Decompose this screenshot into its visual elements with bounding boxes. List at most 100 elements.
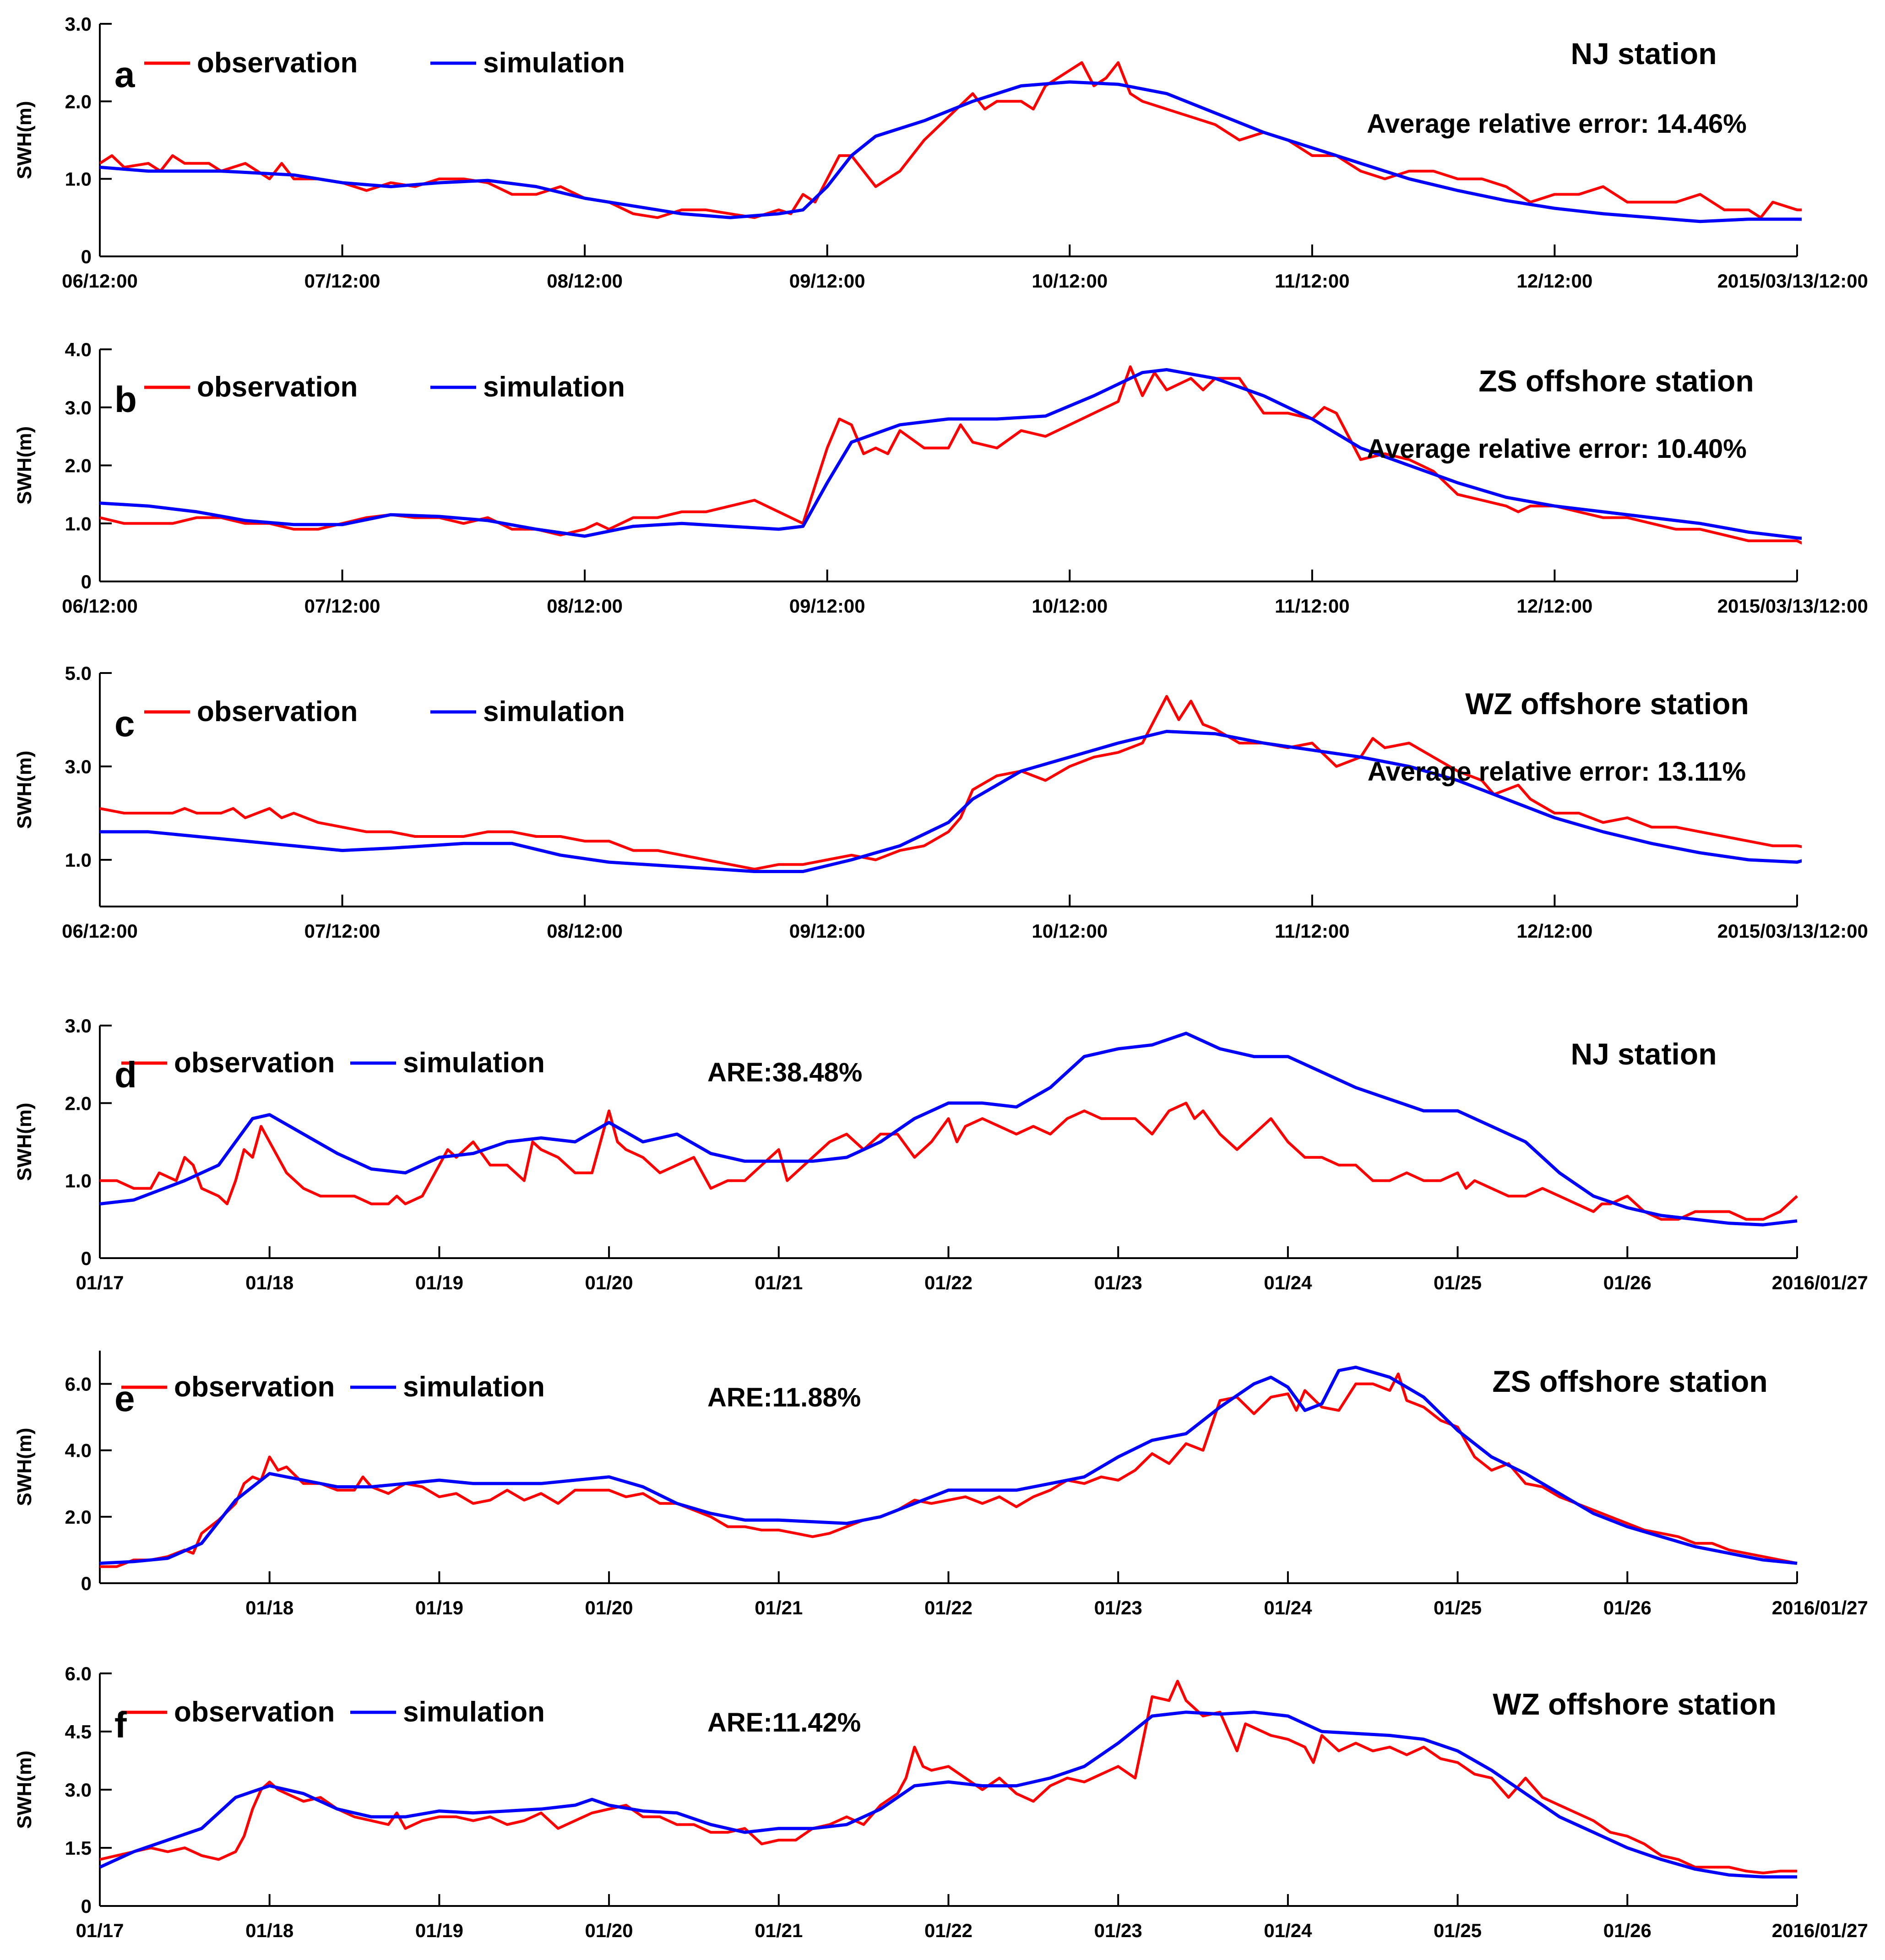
x-tick-label: 09/12:00 [789,920,865,942]
x-tick-label: 01/23 [1094,1597,1142,1618]
panel-d: 0 1.0 2.0 3.0 01/17 01/18 01/19 01/20 01/21 01/22… [13,1015,1868,1293]
x-tick-label: 01/18 [245,1272,293,1293]
y-tick-label: 2.0 [65,455,92,477]
series-observation-line [100,365,1802,545]
panel-f: 0 1.5 3.0 4.5 6.0 01/17 01/18 01/19 01/20 01/21 01… [13,1663,1868,1941]
x-tick-label: 11/12:00 [1275,595,1350,617]
y-tick-label: 3.0 [65,13,92,35]
x-tick-label: 01/25 [1434,1920,1482,1941]
y-axis-label: SWH(m) [13,1750,36,1829]
legend-label-observation: observation [197,47,358,79]
y-tick-label: 2.0 [65,91,92,112]
x-tick-label: 01/24 [1264,1272,1312,1293]
legend-label-simulation: simulation [483,696,625,728]
x-tick-label: 11/12:00 [1275,920,1350,942]
y-tick-label: 6.0 [65,1374,92,1395]
panel-letter: a [114,54,135,95]
panel-letter: e [114,1378,135,1419]
series-simulation-line [100,730,1802,873]
station-title: WZ offshore station [1493,1687,1776,1721]
x-tick-label: 12/12:00 [1517,595,1593,617]
series-simulation-line [100,1032,1798,1227]
x-tick-label: 01/25 [1434,1597,1482,1618]
x-tick-label: 2016/01/27 [1772,1597,1868,1618]
x-tick-label: 01/26 [1603,1272,1651,1293]
error-annotation: ARE:11.42% [707,1708,861,1737]
y-tick-label: 0 [81,1573,92,1594]
x-tick-label: 01/21 [755,1920,803,1941]
x-tick-label: 01/19 [415,1597,463,1618]
x-tick-label: 01/18 [245,1597,293,1618]
y-tick-label: 0 [81,571,92,592]
x-tick-label: 2015/03/13/12:00 [1717,270,1868,292]
legend-label-observation: observation [174,1696,335,1728]
series-simulation-line [100,1365,1798,1565]
x-tick-label: 01/17 [76,1272,124,1293]
x-tick-label: 01/20 [585,1920,633,1941]
y-tick-label: 3.0 [65,397,92,418]
y-tick-label: 4.5 [65,1721,92,1743]
x-tick-label: 01/25 [1434,1272,1482,1293]
x-tick-label: 01/20 [585,1597,633,1618]
x-tick-label: 01/24 [1264,1920,1312,1941]
y-tick-label: 1.0 [65,1170,92,1192]
x-tick-label: 10/12:00 [1032,920,1108,942]
legend-label-observation: observation [174,1047,335,1079]
x-tick-label: 06/12:00 [62,595,138,617]
station-title: NJ station [1570,1037,1717,1071]
x-tick-label: 01/18 [245,1920,293,1941]
x-tick-label: 11/12:00 [1275,270,1350,292]
x-tick-label: 01/20 [585,1272,633,1293]
y-tick-label: 3.0 [65,1015,92,1037]
y-tick-label: 0 [81,1248,92,1269]
station-title: NJ station [1570,37,1717,71]
x-tick-label: 07/12:00 [304,270,380,292]
x-tick-label: 06/12:00 [62,270,138,292]
y-axis-label: SWH(m) [13,1428,36,1506]
y-tick-label: 4.0 [65,1440,92,1461]
x-tick-label: 10/12:00 [1032,595,1108,617]
y-tick-label: 1.5 [65,1837,92,1859]
panel-letter: c [114,703,135,744]
x-tick-label: 08/12:00 [547,270,623,292]
x-tick-label: 12/12:00 [1517,270,1593,292]
y-tick-label: 1.0 [65,849,92,871]
panel-b: 0 1.0 2.0 3.0 4.0 06/12:00 07/12:00 08/12:00 09/… [13,339,1868,617]
panel-letter: f [114,1705,127,1745]
x-tick-label: 01/22 [924,1597,972,1618]
station-title: ZS offshore station [1492,1364,1767,1398]
panel-e: 0 2.0 4.0 6.0 01/18 01/19 01/20 01/21 01/22 01/23… [13,1351,1868,1618]
x-tick-label: 01/24 [1264,1597,1312,1618]
x-tick-label: 01/26 [1603,1920,1651,1941]
y-tick-label: 0 [81,246,92,267]
x-tick-label: 2016/01/27 [1772,1272,1868,1293]
legend-label-simulation: simulation [483,371,625,403]
legend-label-simulation: simulation [403,1371,545,1403]
x-tick-label: 01/23 [1094,1272,1142,1293]
x-tick-label: 07/12:00 [304,920,380,942]
y-axis-label: SWH(m) [13,750,36,829]
error-annotation: ARE:11.88% [707,1383,861,1412]
series-observation-line [100,1679,1797,1874]
x-tick-label: 10/12:00 [1032,270,1108,292]
panel-letter: b [114,379,137,420]
x-tick-label: 01/22 [924,1272,972,1293]
series-simulation-line [100,368,1802,540]
x-tick-label: 01/19 [415,1920,463,1941]
error-annotation: Average relative error: 14.46% [1367,109,1747,139]
error-annotation: ARE:38.48% [707,1058,862,1087]
x-tick-label: 01/21 [755,1597,803,1618]
panel-c: 1.0 3.0 5.0 06/12:00 07/12:00 08/12:00 09/12:0… [13,662,1868,942]
series-observation-line [100,1102,1798,1221]
x-tick-label: 09/12:00 [789,270,865,292]
x-tick-label: 07/12:00 [304,595,380,617]
legend-label-simulation: simulation [403,1696,545,1728]
legend-label-observation: observation [197,371,358,403]
y-tick-label: 1.0 [65,168,92,190]
x-tick-label: 2016/01/27 [1772,1920,1868,1941]
y-tick-label: 0 [81,1895,92,1917]
y-tick-label: 6.0 [65,1663,92,1684]
y-tick-label: 1.0 [65,513,92,534]
y-tick-label: 3.0 [65,756,92,777]
